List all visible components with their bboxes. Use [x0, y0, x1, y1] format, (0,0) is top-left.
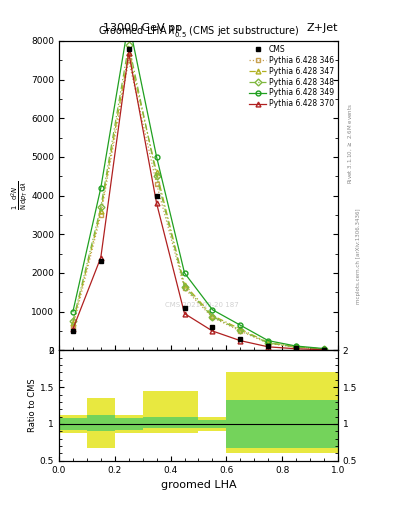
Line: Pythia 6.428 347: Pythia 6.428 347: [70, 50, 327, 351]
CMS: [210, 324, 215, 330]
Pythia 6.428 348: [182, 284, 187, 290]
Pythia 6.428 370: [238, 337, 243, 344]
Pythia 6.428 370: [127, 50, 131, 56]
CMS: [127, 46, 131, 52]
Pythia 6.428 346: [182, 285, 187, 291]
Pythia 6.428 347: [210, 312, 215, 318]
Line: Pythia 6.428 346: Pythia 6.428 346: [70, 58, 327, 352]
Pythia 6.428 370: [98, 254, 103, 261]
Text: Rivet 3.1.10, $\geq$ 2.6M events: Rivet 3.1.10, $\geq$ 2.6M events: [347, 103, 354, 184]
Pythia 6.428 346: [154, 181, 159, 187]
Line: Pythia 6.428 348: Pythia 6.428 348: [70, 42, 327, 352]
Pythia 6.428 348: [210, 314, 215, 320]
Pythia 6.428 347: [98, 208, 103, 214]
Pythia 6.428 346: [266, 340, 271, 347]
Pythia 6.428 347: [294, 344, 299, 350]
CMS: [98, 258, 103, 264]
Pythia 6.428 348: [71, 318, 75, 325]
Pythia 6.428 346: [71, 324, 75, 330]
Pythia 6.428 370: [71, 326, 75, 332]
CMS: [182, 305, 187, 311]
Pythia 6.428 370: [210, 328, 215, 334]
Pythia 6.428 370: [322, 347, 327, 353]
Pythia 6.428 347: [266, 339, 271, 346]
Pythia 6.428 346: [210, 314, 215, 321]
Pythia 6.428 346: [127, 57, 131, 63]
Pythia 6.428 349: [182, 270, 187, 276]
CMS: [71, 328, 75, 334]
Pythia 6.428 370: [294, 346, 299, 352]
Pythia 6.428 348: [266, 340, 271, 346]
CMS: [294, 345, 299, 351]
CMS: [154, 193, 159, 199]
Text: Z+Jet: Z+Jet: [307, 23, 338, 33]
Pythia 6.428 346: [98, 212, 103, 218]
Title: Groomed LHA $\lambda^{1}_{0.5}$ (CMS jet substructure): Groomed LHA $\lambda^{1}_{0.5}$ (CMS jet…: [98, 24, 299, 40]
Pythia 6.428 349: [238, 322, 243, 328]
Pythia 6.428 348: [98, 204, 103, 210]
Text: CMS 2021-09-20 187: CMS 2021-09-20 187: [165, 302, 239, 308]
CMS: [322, 347, 327, 353]
Pythia 6.428 349: [322, 346, 327, 352]
Pythia 6.428 348: [294, 344, 299, 350]
Pythia 6.428 349: [210, 307, 215, 313]
Line: Pythia 6.428 370: Pythia 6.428 370: [70, 50, 327, 352]
Pythia 6.428 346: [294, 344, 299, 350]
Pythia 6.428 349: [71, 309, 75, 315]
Line: Pythia 6.428 349: Pythia 6.428 349: [70, 19, 327, 351]
Pythia 6.428 347: [238, 326, 243, 332]
Pythia 6.428 347: [322, 346, 327, 352]
Pythia 6.428 349: [154, 154, 159, 160]
Pythia 6.428 349: [127, 18, 131, 25]
Pythia 6.428 349: [294, 343, 299, 349]
Pythia 6.428 370: [154, 200, 159, 206]
X-axis label: groomed LHA: groomed LHA: [161, 480, 236, 490]
Pythia 6.428 370: [266, 344, 271, 350]
Y-axis label: Ratio to CMS: Ratio to CMS: [28, 379, 37, 432]
Pythia 6.428 348: [154, 173, 159, 179]
Pythia 6.428 347: [182, 282, 187, 288]
Text: mcplots.cern.ch [arXiv:1306.3436]: mcplots.cern.ch [arXiv:1306.3436]: [356, 208, 361, 304]
Pythia 6.428 347: [127, 50, 131, 56]
Pythia 6.428 349: [266, 337, 271, 344]
CMS: [266, 344, 271, 350]
CMS: [238, 336, 243, 342]
Text: 13000 GeV pp: 13000 GeV pp: [103, 23, 182, 33]
Y-axis label: $\frac{1}{\mathrm{N}} \frac{\mathrm{d}^2N}{\mathrm{d}p_T\,\mathrm{d}\lambda}$: $\frac{1}{\mathrm{N}} \frac{\mathrm{d}^2…: [9, 181, 30, 210]
Pythia 6.428 348: [322, 346, 327, 352]
Pythia 6.428 347: [154, 169, 159, 176]
Line: CMS: CMS: [70, 46, 327, 352]
Pythia 6.428 348: [127, 42, 131, 48]
Pythia 6.428 348: [238, 327, 243, 333]
Pythia 6.428 349: [98, 185, 103, 191]
Legend: CMS, Pythia 6.428 346, Pythia 6.428 347, Pythia 6.428 348, Pythia 6.428 349, Pyt: CMS, Pythia 6.428 346, Pythia 6.428 347,…: [248, 43, 336, 110]
Pythia 6.428 347: [71, 320, 75, 326]
Pythia 6.428 370: [182, 310, 187, 316]
Pythia 6.428 346: [322, 346, 327, 352]
Pythia 6.428 346: [238, 328, 243, 334]
